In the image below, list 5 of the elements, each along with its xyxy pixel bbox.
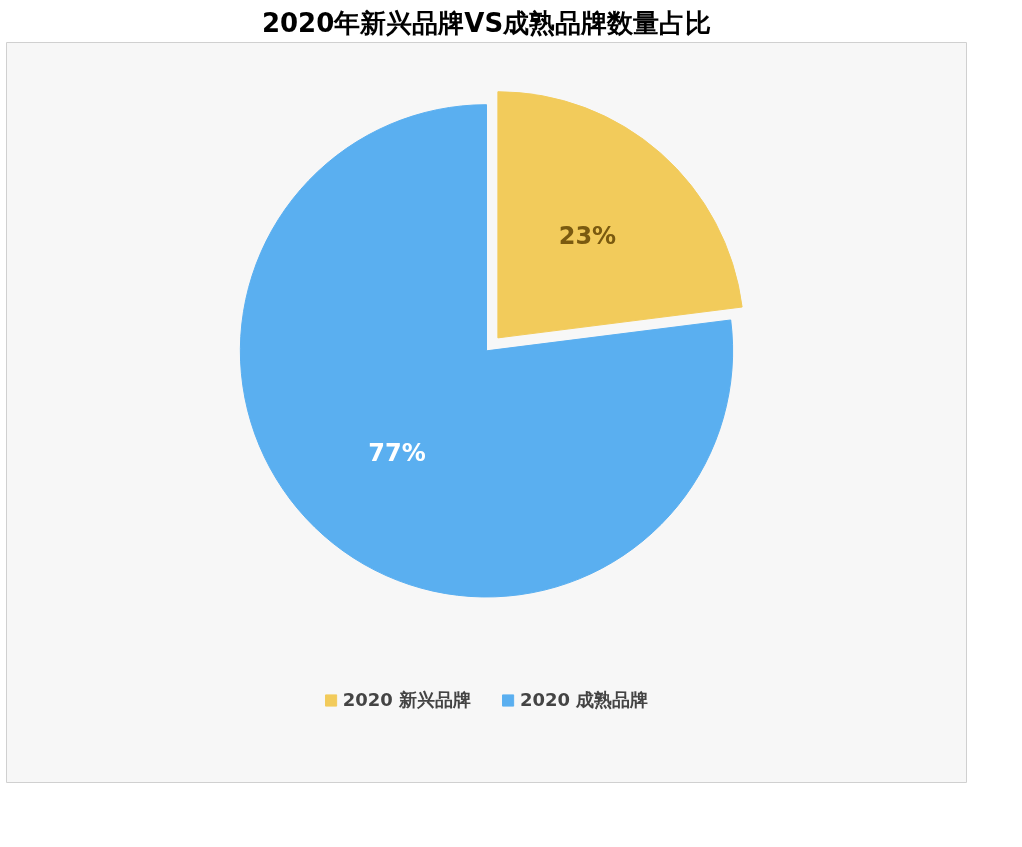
legend-label: 2020 新兴品牌	[342, 688, 471, 712]
data-label: 23%	[558, 222, 617, 251]
data-label: 77%	[368, 438, 426, 467]
chart-title: 2020年新兴品牌VS成熟品牌数量占比	[261, 7, 712, 38]
legend-label: 2020 成熟品牌	[520, 688, 649, 712]
